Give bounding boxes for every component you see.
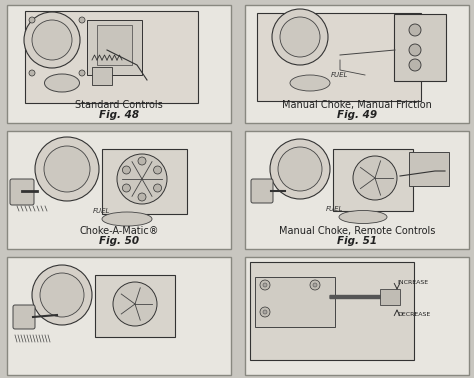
Circle shape	[117, 154, 167, 204]
Circle shape	[260, 307, 270, 317]
Circle shape	[29, 70, 35, 76]
FancyBboxPatch shape	[7, 131, 231, 249]
Circle shape	[32, 265, 92, 325]
Bar	[95, 275, 175, 337]
Text: Fig. 48: Fig. 48	[99, 110, 139, 120]
Text: Manual Choke, Manual Friction: Manual Choke, Manual Friction	[282, 100, 432, 110]
Circle shape	[154, 184, 162, 192]
Text: Choke-A-Matic®: Choke-A-Matic®	[79, 226, 159, 236]
Circle shape	[280, 17, 320, 57]
Circle shape	[278, 147, 322, 191]
Ellipse shape	[339, 211, 387, 223]
Text: Fig. 49: Fig. 49	[337, 110, 377, 120]
Circle shape	[79, 17, 85, 23]
Circle shape	[263, 310, 267, 314]
Text: Fig. 51: Fig. 51	[337, 236, 377, 246]
FancyArrow shape	[330, 294, 390, 300]
Bar	[257, 13, 421, 101]
FancyBboxPatch shape	[25, 11, 198, 103]
Circle shape	[138, 157, 146, 165]
Text: FUEL: FUEL	[93, 208, 111, 214]
Circle shape	[40, 273, 84, 317]
Circle shape	[270, 139, 330, 199]
Ellipse shape	[102, 212, 152, 226]
Bar	[255, 277, 335, 327]
Circle shape	[154, 166, 162, 174]
Bar	[250, 262, 414, 360]
Circle shape	[29, 17, 35, 23]
Bar	[92, 67, 112, 85]
Circle shape	[35, 137, 99, 201]
Bar	[87, 20, 142, 75]
Circle shape	[79, 70, 85, 76]
Circle shape	[138, 193, 146, 201]
FancyBboxPatch shape	[409, 152, 449, 186]
FancyBboxPatch shape	[13, 305, 35, 329]
Bar	[333, 149, 413, 211]
FancyBboxPatch shape	[251, 179, 273, 203]
Text: INCREASE: INCREASE	[397, 279, 428, 285]
Text: DECREASE: DECREASE	[397, 313, 430, 318]
Circle shape	[113, 282, 157, 326]
FancyBboxPatch shape	[7, 5, 231, 123]
FancyBboxPatch shape	[245, 257, 469, 375]
Circle shape	[44, 146, 90, 192]
Circle shape	[272, 9, 328, 65]
Circle shape	[24, 12, 80, 68]
Circle shape	[122, 184, 130, 192]
Circle shape	[310, 280, 320, 290]
FancyBboxPatch shape	[7, 257, 231, 375]
Bar	[380, 289, 400, 305]
Circle shape	[353, 156, 397, 200]
Circle shape	[32, 20, 72, 60]
Circle shape	[409, 59, 421, 71]
Text: Fig. 50: Fig. 50	[99, 236, 139, 246]
Circle shape	[122, 166, 130, 174]
Bar	[97, 25, 132, 65]
Text: Manual Choke, Remote Controls: Manual Choke, Remote Controls	[279, 226, 435, 236]
FancyBboxPatch shape	[245, 5, 469, 123]
Circle shape	[263, 283, 267, 287]
FancyBboxPatch shape	[394, 14, 446, 81]
Text: FUEL: FUEL	[331, 72, 349, 78]
Circle shape	[313, 283, 317, 287]
FancyBboxPatch shape	[245, 131, 469, 249]
Circle shape	[409, 24, 421, 36]
Circle shape	[260, 280, 270, 290]
Circle shape	[409, 44, 421, 56]
Text: Standard Controls: Standard Controls	[75, 100, 163, 110]
Ellipse shape	[290, 75, 330, 91]
FancyBboxPatch shape	[10, 179, 34, 205]
Text: FUEL: FUEL	[326, 206, 344, 212]
Ellipse shape	[45, 74, 80, 92]
Bar	[102, 149, 187, 214]
